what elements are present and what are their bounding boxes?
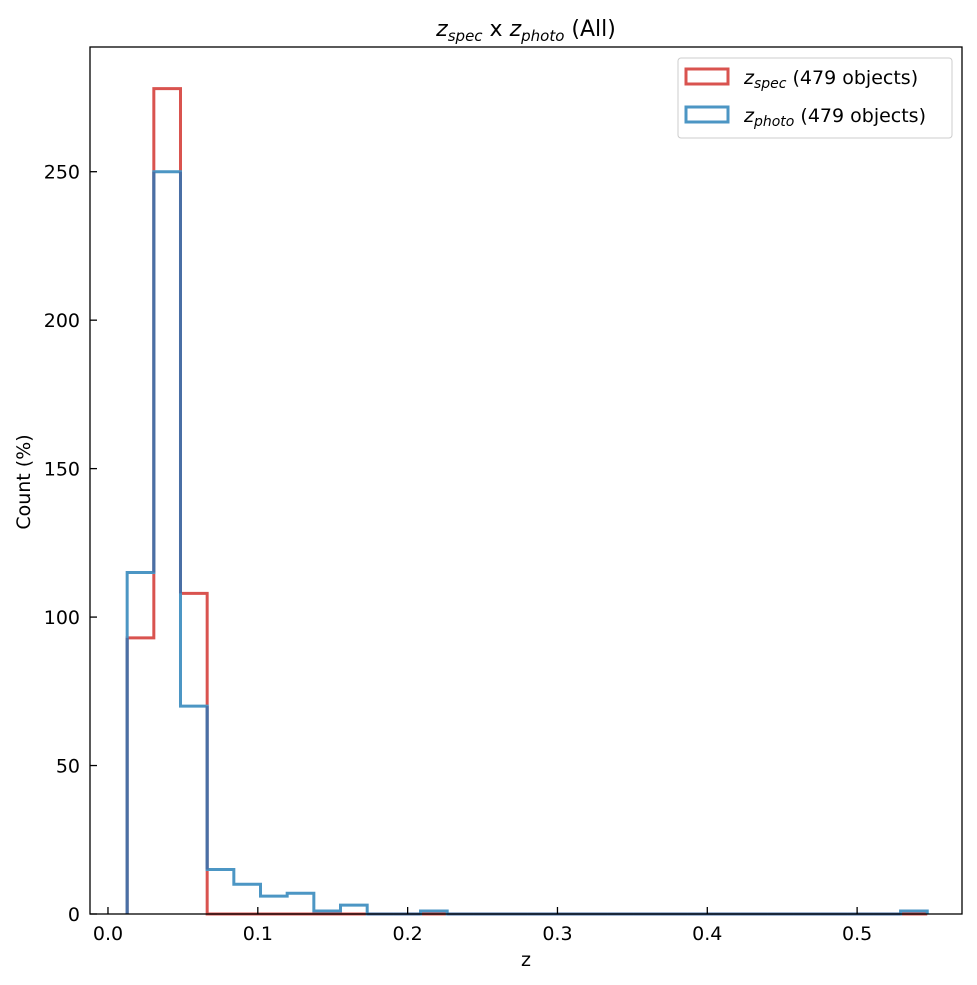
x-axis-ticks: 0.0 0.1 0.2 0.3 0.4 0.5 xyxy=(93,907,872,945)
legend-label-photo: zphoto (479 objects) xyxy=(743,105,926,130)
title-z-photo: z xyxy=(509,17,522,42)
y-tick-label: 150 xyxy=(44,459,80,481)
x-tick-label: 0.4 xyxy=(692,923,722,945)
y-tick-label: 100 xyxy=(44,607,80,629)
plot-frame xyxy=(89,46,963,915)
legend-sub-photo: photo xyxy=(753,114,794,130)
x-axis-label: z xyxy=(521,949,531,971)
x-tick-label: 0.3 xyxy=(542,923,572,945)
x-tick-label: 0.1 xyxy=(243,923,273,945)
legend: zspec (479 objects) zphoto (479 objects) xyxy=(677,57,953,139)
legend-swatch-spec xyxy=(684,67,730,86)
legend-z-photo: z xyxy=(743,105,755,127)
y-tick-label: 200 xyxy=(44,310,80,332)
plot-area xyxy=(90,47,962,914)
x-tick-label: 0.2 xyxy=(393,923,423,945)
chart-title: zspec x zphoto (All) xyxy=(435,17,616,45)
y-tick-label: 50 xyxy=(56,756,80,778)
legend-box xyxy=(677,57,953,139)
legend-suffix-spec: (479 objects) xyxy=(786,67,918,89)
title-z-spec: z xyxy=(435,17,448,42)
y-axis-label: Count (%) xyxy=(13,434,35,529)
legend-label-spec: zspec (479 objects) xyxy=(743,67,918,92)
legend-sub-spec: spec xyxy=(754,76,787,92)
title-sub-spec: spec xyxy=(448,27,484,45)
title-middle: x xyxy=(483,17,510,42)
y-tick-label: 0 xyxy=(68,904,80,926)
title-suffix: (All) xyxy=(564,17,615,42)
y-tick-label: 250 xyxy=(44,162,80,184)
x-tick-label: 0.5 xyxy=(842,923,872,945)
legend-z-spec: z xyxy=(743,67,755,89)
x-tick-label: 0.0 xyxy=(93,923,123,945)
legend-suffix-photo: (479 objects) xyxy=(794,105,926,127)
title-sub-photo: photo xyxy=(520,27,564,45)
legend-swatch-photo xyxy=(684,105,730,124)
y-axis-ticks: 0 50 100 150 200 250 xyxy=(44,162,97,926)
